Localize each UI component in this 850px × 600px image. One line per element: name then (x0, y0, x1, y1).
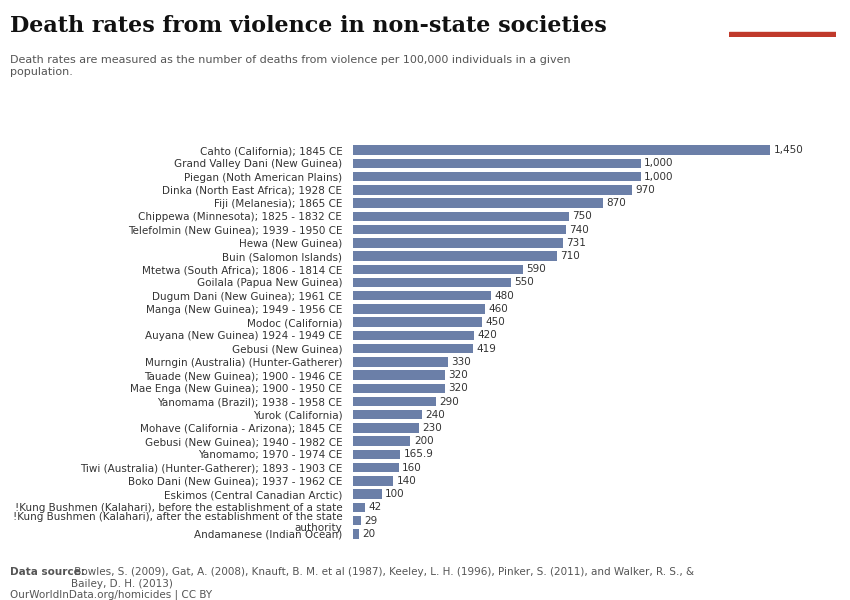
Bar (353, 344, 473, 353)
Bar (353, 238, 564, 248)
Bar (353, 291, 491, 301)
Text: 420: 420 (477, 331, 497, 340)
Bar (353, 304, 485, 314)
Bar (353, 199, 604, 208)
Bar (353, 185, 632, 194)
Bar (353, 436, 411, 446)
Bar (353, 212, 569, 221)
Bar (353, 225, 566, 235)
Text: 1,000: 1,000 (644, 172, 673, 182)
Text: 140: 140 (396, 476, 416, 486)
Text: 160: 160 (402, 463, 422, 473)
Text: 550: 550 (514, 277, 535, 287)
Text: 320: 320 (448, 370, 468, 380)
Text: Death rates are measured as the number of deaths from violence per 100,000 indiv: Death rates are measured as the number o… (10, 55, 571, 77)
Text: Our World: Our World (752, 8, 812, 18)
Bar (353, 265, 523, 274)
Bar (353, 397, 436, 406)
Bar (353, 449, 400, 459)
Bar (353, 172, 641, 181)
Text: 740: 740 (570, 224, 589, 235)
Bar (353, 331, 473, 340)
Text: 970: 970 (636, 185, 655, 195)
Bar (353, 503, 365, 512)
Bar (353, 159, 641, 168)
Bar (353, 423, 419, 433)
Bar (353, 145, 770, 155)
Text: 29: 29 (365, 515, 377, 526)
Text: Bowles, S. (2009), Gat, A. (2008), Knauft, B. M. et al (1987), Keeley, L. H. (19: Bowles, S. (2009), Gat, A. (2008), Knauf… (71, 567, 694, 589)
Text: 165.9: 165.9 (404, 449, 434, 460)
Text: 710: 710 (560, 251, 581, 261)
Text: 750: 750 (572, 211, 592, 221)
Text: 870: 870 (607, 198, 626, 208)
Text: 419: 419 (477, 344, 496, 353)
Bar (353, 463, 399, 472)
Bar (353, 476, 393, 485)
Text: 240: 240 (425, 410, 445, 420)
Text: 320: 320 (448, 383, 468, 393)
Bar (353, 516, 361, 525)
Text: 590: 590 (526, 264, 546, 274)
Bar (353, 370, 445, 380)
Text: 731: 731 (567, 238, 586, 248)
Bar (353, 357, 448, 367)
Text: 450: 450 (485, 317, 506, 327)
Text: 20: 20 (362, 529, 375, 539)
Text: 460: 460 (489, 304, 508, 314)
Text: 100: 100 (385, 489, 405, 499)
Bar (353, 317, 482, 327)
Text: Data source:: Data source: (10, 567, 85, 577)
Text: Death rates from violence in non-state societies: Death rates from violence in non-state s… (10, 15, 607, 37)
Text: OurWorldInData.org/homicides | CC BY: OurWorldInData.org/homicides | CC BY (10, 589, 212, 600)
Text: 330: 330 (451, 357, 471, 367)
Text: 230: 230 (422, 423, 442, 433)
Text: 1,000: 1,000 (644, 158, 673, 169)
Text: 200: 200 (414, 436, 434, 446)
Bar (353, 529, 359, 539)
Text: 1,450: 1,450 (774, 145, 803, 155)
Text: 480: 480 (495, 291, 514, 301)
Bar (353, 278, 511, 287)
Bar (353, 383, 445, 393)
Text: in Data: in Data (761, 20, 803, 29)
Text: 42: 42 (368, 502, 382, 512)
Bar (353, 490, 382, 499)
Bar (353, 251, 557, 261)
Bar (729, 32, 836, 37)
Text: 290: 290 (439, 397, 459, 407)
Bar (353, 410, 422, 419)
